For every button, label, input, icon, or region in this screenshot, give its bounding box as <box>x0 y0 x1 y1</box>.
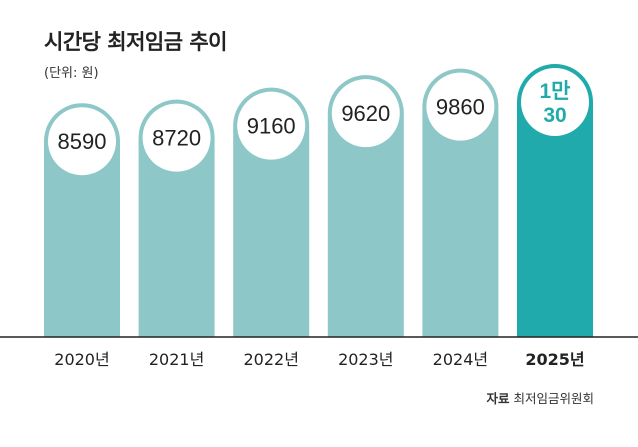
data-label: 1만 30 <box>540 80 571 127</box>
value-circle <box>331 79 400 148</box>
value-circle <box>426 72 495 141</box>
data-label: 9620 <box>341 101 390 126</box>
bar <box>422 68 499 337</box>
source-label: 자료 <box>486 391 510 406</box>
x-tick-label: 2022년 <box>243 350 298 369</box>
value-circle <box>142 103 211 172</box>
data-label: 9860 <box>436 95 485 120</box>
source-text: 최저임금위원회 <box>513 391 594 406</box>
x-tick-label: 2024년 <box>433 350 488 369</box>
value-circle <box>521 68 589 136</box>
x-tick-label: 2023년 <box>338 350 393 369</box>
x-tick-label: 2025년 <box>525 350 584 369</box>
data-label: 8590 <box>58 129 107 154</box>
value-circle <box>48 107 116 176</box>
data-label: 9160 <box>247 114 296 139</box>
data-label: 8720 <box>152 126 201 151</box>
source-note: 자료 최저임금위원회 <box>486 388 594 407</box>
bar <box>517 64 593 337</box>
chart-unit: (단위: 원) <box>44 66 99 81</box>
x-tick-label: 2021년 <box>149 350 204 369</box>
x-tick-label: 2020년 <box>54 350 109 369</box>
value-circle <box>237 91 306 160</box>
chart-title: 시간당 최저임금 추이 <box>44 30 228 54</box>
